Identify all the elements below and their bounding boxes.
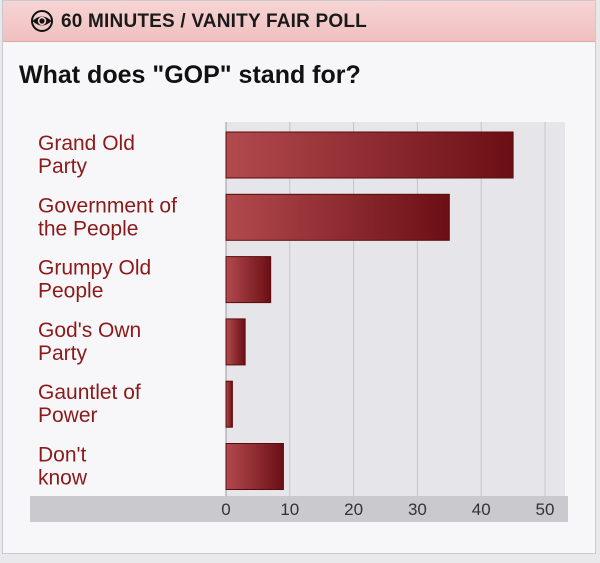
bar	[225, 193, 450, 241]
category-label: the People	[38, 217, 138, 240]
x-tick-label: 30	[408, 500, 427, 519]
plot-area	[226, 122, 565, 496]
poll-header: 60 MINUTES / VANITY FAIR POLL	[3, 1, 595, 42]
category-label: Party	[38, 155, 88, 178]
x-axis-band	[30, 496, 568, 522]
bar	[225, 256, 272, 304]
category-label: Party	[38, 342, 88, 365]
category-label: Government of	[38, 194, 177, 217]
category-label: Don't	[38, 444, 87, 467]
x-tick-label: 50	[536, 500, 555, 519]
cbs-eye-icon	[31, 10, 53, 32]
bar	[225, 131, 514, 179]
x-tick-label: 10	[280, 500, 299, 519]
x-tick-label: 20	[344, 500, 363, 519]
category-label: Grumpy Old	[38, 257, 151, 280]
category-label: Gauntlet of	[38, 381, 141, 404]
x-tick-label: 0	[221, 500, 230, 519]
bar	[225, 443, 284, 490]
bar	[225, 318, 246, 366]
poll-title: 60 MINUTES / VANITY FAIR POLL	[61, 11, 367, 32]
category-label: God's Own	[38, 319, 141, 342]
category-label: Power	[38, 404, 98, 427]
category-label: know	[38, 467, 88, 490]
bar	[225, 380, 233, 428]
category-label: People	[38, 280, 103, 303]
x-tick-label: 40	[472, 500, 491, 519]
category-label: Grand Old	[38, 132, 135, 155]
poll-question: What does "GOP" stand for?	[19, 61, 361, 89]
